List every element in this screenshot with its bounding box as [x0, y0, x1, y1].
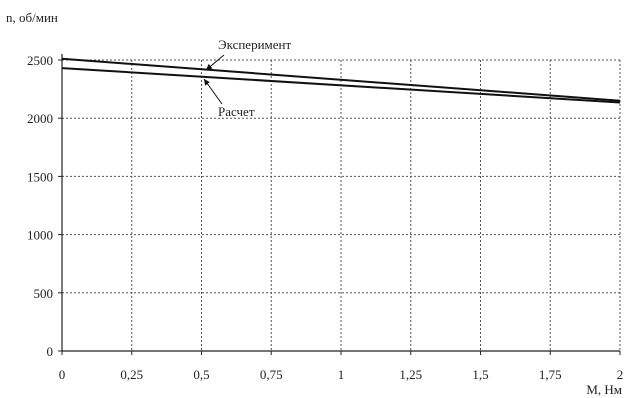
- y-tick-label: 500: [34, 286, 54, 301]
- series-line-experiment: [61, 57, 621, 102]
- x-tick-label: 0: [59, 367, 66, 382]
- y-tick-label: 1500: [27, 169, 53, 184]
- y-tick-labels: 0 500 1000 1500 2000 2500: [27, 53, 53, 359]
- series-annotations: Эксперимент Расчет: [203, 37, 291, 119]
- series-lines: [61, 57, 621, 104]
- x-tick-label: 1,75: [539, 367, 562, 382]
- x-tick-label: 0,5: [193, 367, 209, 382]
- annotation-label-experiment: Эксперимент: [218, 37, 291, 52]
- grid-lines: [62, 59, 621, 351]
- y-tick-label: 2000: [27, 111, 53, 126]
- series-line-calculation: [61, 67, 621, 104]
- x-tick-label: 1,25: [399, 367, 422, 382]
- y-tick-label: 1000: [27, 228, 53, 243]
- y-axis-label: n, об/мин: [6, 10, 58, 25]
- axes: [58, 54, 621, 355]
- annotation-arrowhead: [206, 63, 213, 70]
- x-tick-labels: 0 0,25 0,5 0,75 1 1,25 1,5 1,75 2: [59, 367, 624, 382]
- annotation-label-calculation: Расчет: [218, 104, 255, 119]
- x-tick-label: 0,25: [120, 367, 143, 382]
- y-tick-label: 2500: [27, 53, 53, 68]
- annotation-arrowhead: [204, 79, 210, 86]
- x-axis-label: М, Нм: [586, 382, 622, 397]
- x-tick-label: 0,75: [260, 367, 283, 382]
- x-tick-label: 1: [338, 367, 345, 382]
- y-tick-label: 0: [47, 344, 54, 359]
- x-tick-label: 1,5: [472, 367, 488, 382]
- x-tick-label: 2: [617, 367, 624, 382]
